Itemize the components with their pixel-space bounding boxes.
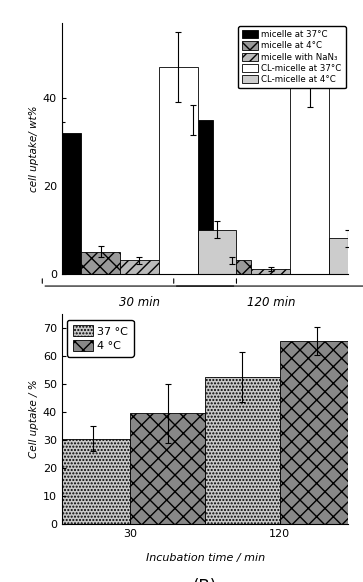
Bar [130, 413, 205, 524]
Legend: micelle at 37°C, micelle at 4°C, micelle with NaN₃, CL-micelle at 37°C, CL-micel: micelle at 37°C, micelle at 4°C, micelle… [238, 26, 346, 88]
Bar [174, 120, 213, 274]
Bar [56, 439, 130, 524]
Bar [213, 260, 252, 274]
Bar [329, 239, 363, 274]
Text: (A): (A) [193, 341, 217, 359]
Text: Incubation time / min: Incubation time / min [146, 553, 265, 563]
Y-axis label: Cell uptake / %: Cell uptake / % [29, 379, 38, 459]
Bar [280, 341, 354, 524]
Bar [290, 76, 329, 274]
Bar [159, 67, 197, 274]
Bar [205, 377, 280, 524]
Bar [42, 133, 81, 274]
Text: 30 min: 30 min [119, 296, 160, 309]
Legend: 37 °C, 4 °C: 37 °C, 4 °C [67, 320, 134, 357]
Text: 120 min: 120 min [246, 296, 295, 309]
Bar [252, 269, 290, 274]
Text: (B): (B) [193, 579, 217, 582]
Y-axis label: cell uptake/ wt%: cell uptake/ wt% [29, 105, 38, 191]
Bar [120, 260, 159, 274]
Bar [197, 230, 236, 274]
Text: incubation time/ min: incubation time/ min [147, 316, 263, 326]
Bar [81, 251, 120, 274]
